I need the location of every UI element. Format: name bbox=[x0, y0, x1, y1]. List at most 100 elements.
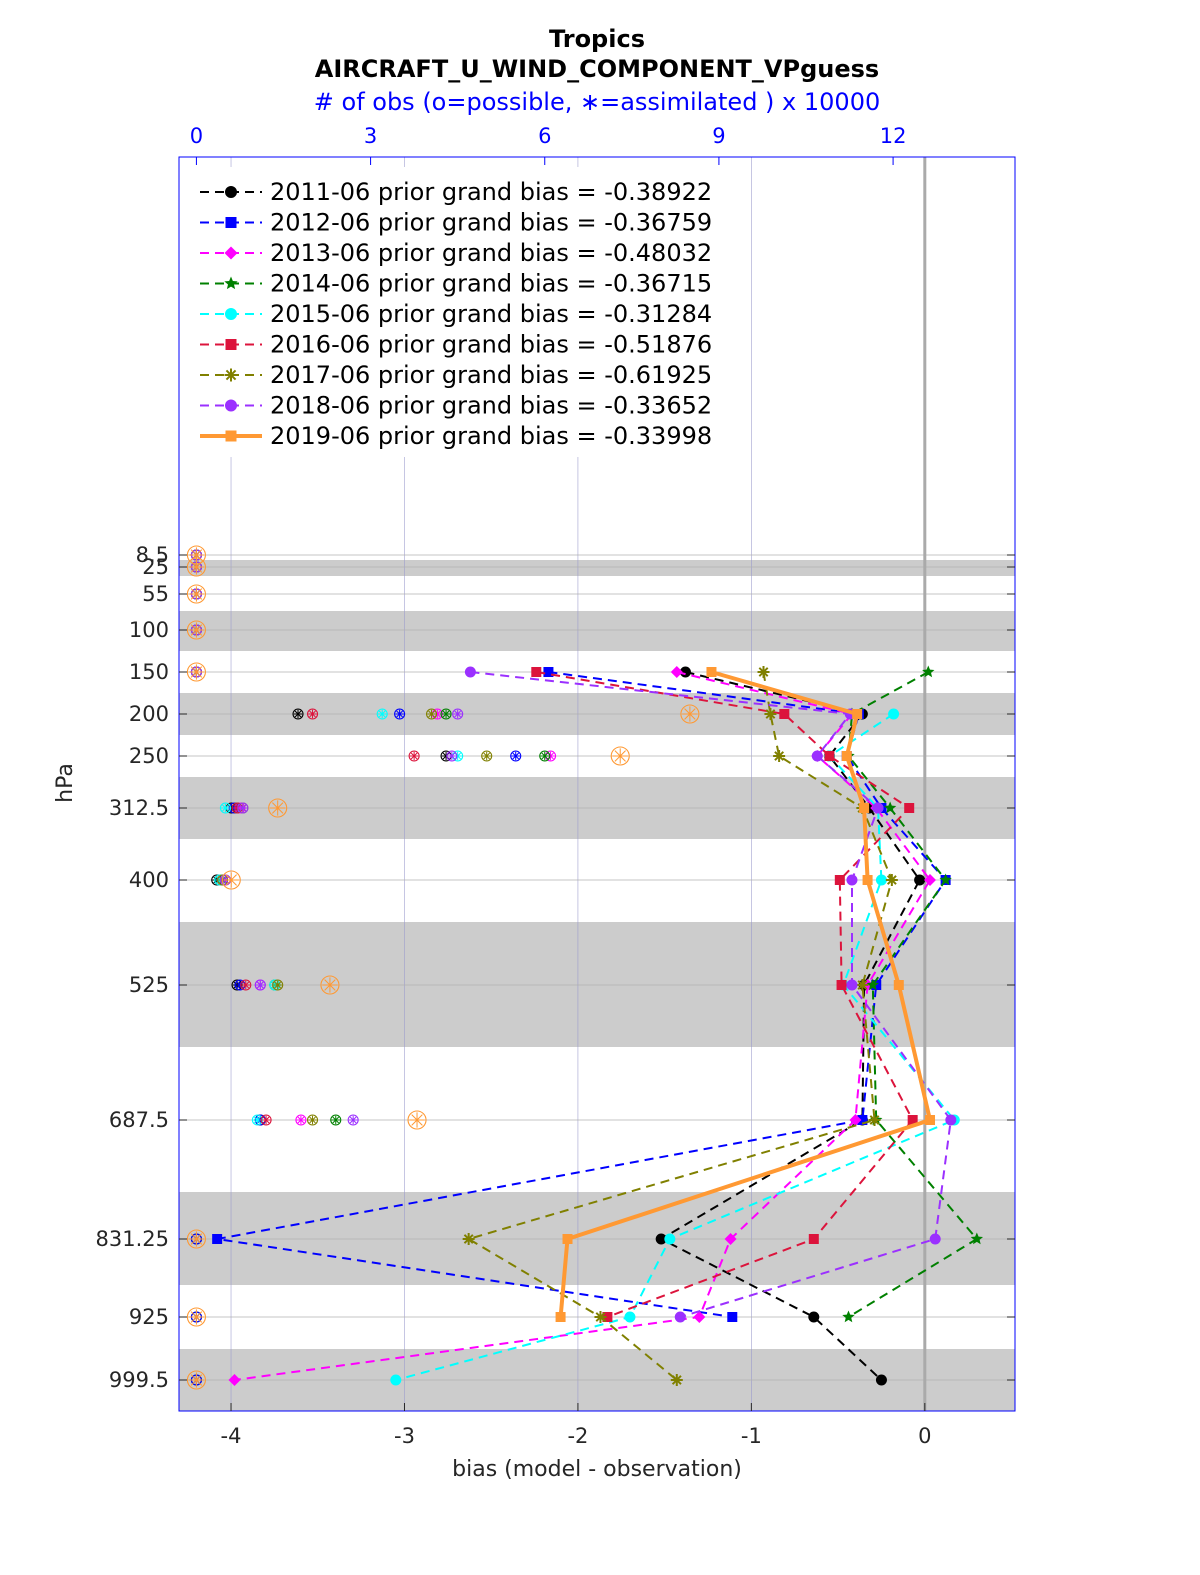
obs-possible-marker bbox=[610, 746, 630, 766]
obs-assimilated-marker bbox=[348, 1115, 358, 1125]
data-point bbox=[624, 1311, 636, 1323]
data-point bbox=[764, 708, 777, 720]
obs-assimilated-marker bbox=[308, 709, 317, 719]
obs-possible-marker bbox=[330, 1114, 342, 1126]
x-tick-label: -3 bbox=[394, 1424, 415, 1448]
data-point bbox=[834, 875, 845, 885]
data-point bbox=[872, 802, 884, 814]
legend-label: 2016-06 prior grand bias = -0.51876 bbox=[270, 331, 712, 359]
obs-possible-marker bbox=[306, 1114, 319, 1126]
obs-possible-marker bbox=[510, 750, 522, 762]
obs-assimilated-marker bbox=[395, 709, 404, 719]
legend-marker bbox=[224, 276, 238, 290]
legend-marker bbox=[225, 339, 237, 350]
data-point bbox=[464, 666, 476, 678]
legend-label: 2014-06 prior grand bias = -0.36715 bbox=[270, 270, 712, 298]
obs-possible-marker bbox=[539, 750, 551, 762]
data-point bbox=[862, 875, 873, 885]
data-point bbox=[939, 873, 952, 886]
obs-assimilated-marker bbox=[540, 751, 549, 761]
legend-label: 2013-06 prior grand bias = -0.48032 bbox=[270, 239, 712, 267]
chart-title: Tropics bbox=[549, 25, 645, 53]
obs-assimilated-marker bbox=[433, 709, 442, 719]
obs-possible-marker bbox=[186, 662, 206, 682]
level-band bbox=[179, 611, 1015, 651]
obs-assimilated-marker bbox=[188, 547, 205, 563]
obs-possible-marker bbox=[680, 704, 700, 724]
obs-assimilated-marker bbox=[308, 1115, 317, 1125]
top-tick-label: 9 bbox=[712, 124, 725, 148]
data-point bbox=[664, 1233, 676, 1245]
legend-marker bbox=[225, 399, 237, 412]
data-point bbox=[875, 874, 887, 886]
data-point bbox=[914, 874, 926, 886]
data-point bbox=[842, 1310, 855, 1323]
data-point bbox=[859, 803, 870, 813]
obs-possible-marker bbox=[221, 870, 241, 890]
data-point bbox=[929, 1233, 941, 1245]
obs-assimilated-marker bbox=[453, 751, 462, 761]
data-point bbox=[893, 980, 904, 990]
y-tick-label: 25 bbox=[142, 555, 169, 579]
obs-possible-marker bbox=[295, 1114, 307, 1126]
obs-possible-marker bbox=[186, 620, 206, 640]
y-tick-label: 999.5 bbox=[109, 1368, 169, 1392]
level-band bbox=[179, 922, 1015, 1047]
obs-possible-marker bbox=[186, 1229, 206, 1249]
obs-possible-marker bbox=[268, 798, 288, 818]
data-point bbox=[849, 1114, 862, 1126]
obs-possible-marker bbox=[440, 708, 452, 720]
obs-assimilated-marker bbox=[238, 803, 248, 813]
data-point bbox=[727, 1312, 738, 1322]
obs-possible-marker bbox=[376, 708, 388, 720]
legend-marker bbox=[225, 186, 237, 198]
data-point bbox=[757, 666, 770, 678]
data-point bbox=[856, 979, 869, 991]
obs-possible-marker bbox=[425, 708, 438, 720]
data-point bbox=[970, 1232, 984, 1245]
obs-possible-marker bbox=[272, 979, 284, 991]
data-point bbox=[885, 874, 898, 886]
obs-assimilated-marker bbox=[188, 559, 205, 575]
legend-label: 2015-06 prior grand bias = -0.31284 bbox=[270, 300, 712, 328]
obs-possible-marker bbox=[394, 708, 406, 720]
obs-assimilated-marker bbox=[546, 751, 555, 761]
y-tick-label: 55 bbox=[142, 582, 169, 606]
y-tick-label: 831.25 bbox=[96, 1227, 169, 1251]
top-tick-label: 3 bbox=[364, 124, 377, 148]
y-tick-label: 312.5 bbox=[109, 796, 169, 820]
top-tick-label: 0 bbox=[190, 124, 203, 148]
obs-possible-marker bbox=[219, 802, 231, 814]
obs-assimilated-marker bbox=[221, 803, 230, 813]
data-point bbox=[594, 1311, 607, 1323]
data-point bbox=[670, 1374, 683, 1386]
obs-assimilated-marker bbox=[296, 1115, 306, 1125]
axes-box bbox=[178, 156, 1016, 1412]
data-point bbox=[811, 750, 823, 762]
obs-possible-marker bbox=[186, 1307, 206, 1327]
y-tick-label: 8.5 bbox=[136, 543, 169, 567]
data-point bbox=[674, 1311, 686, 1323]
x-tick-label: -1 bbox=[741, 1424, 762, 1448]
data-point bbox=[808, 1234, 819, 1244]
series-2017-06 bbox=[462, 666, 898, 1386]
obs-assimilated-marker bbox=[188, 1372, 205, 1388]
obs-assimilated-marker bbox=[261, 1115, 271, 1125]
obs-possible-marker bbox=[237, 802, 249, 814]
obs-assimilated-marker bbox=[441, 751, 451, 761]
obs-possible-marker bbox=[260, 1114, 272, 1126]
obs-possible-marker bbox=[408, 750, 420, 762]
data-point bbox=[922, 665, 935, 678]
obs-assimilated-marker bbox=[441, 709, 451, 719]
obs-assimilated-marker bbox=[331, 1115, 340, 1125]
obs-assimilated-marker bbox=[235, 980, 245, 990]
series-line bbox=[466, 671, 893, 1381]
data-point bbox=[531, 667, 542, 677]
level-band bbox=[179, 1192, 1015, 1285]
legend-label: 2012-06 prior grand bias = -0.36759 bbox=[270, 209, 712, 237]
data-point bbox=[875, 1374, 887, 1386]
obs-possible-marker bbox=[254, 979, 266, 991]
y-tick-label: 150 bbox=[129, 660, 169, 684]
obs-possible-marker bbox=[240, 979, 252, 991]
obs-possible-marker bbox=[186, 557, 206, 577]
